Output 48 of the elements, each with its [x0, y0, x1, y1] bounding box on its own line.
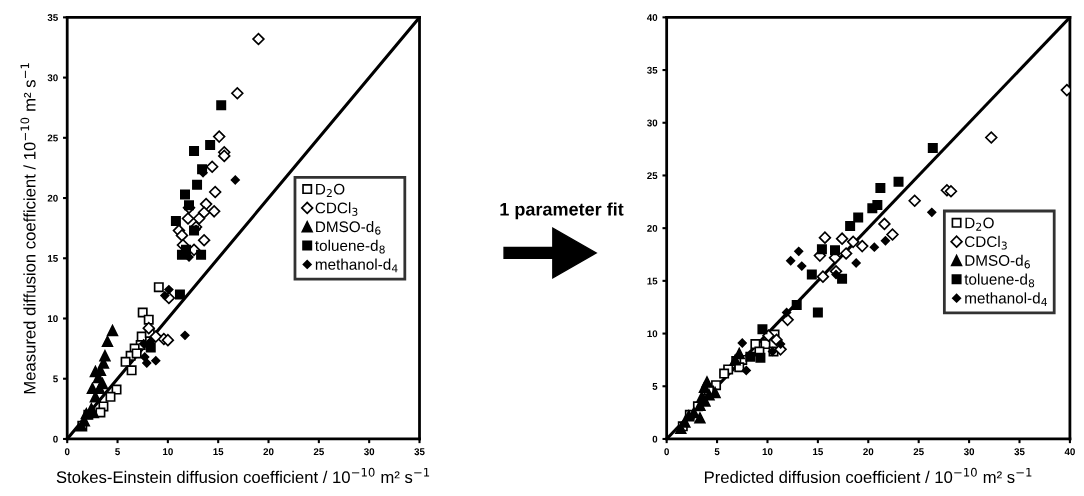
legend-label: CDCl$_{3}$	[964, 235, 1007, 250]
legend-label: CDCl$_{3}$	[315, 202, 358, 216]
y-tick-label: 5	[652, 383, 658, 390]
y-tick-label: 5	[53, 375, 58, 383]
x-axis-title: Stokes-Einstein diffusion coefficient / 10$^{−10}$ m² s$^{−1}$	[56, 467, 430, 484]
x-tick-label: 35	[1014, 448, 1025, 456]
x-tick-label: 25	[313, 448, 324, 456]
legend-label: methanol-d$_{4}$	[965, 292, 1047, 306]
x-tick-label: 5	[115, 448, 120, 456]
x-tick-label: 20	[263, 448, 274, 456]
y-tick-label: 10	[47, 315, 58, 323]
y-tick-label: 35	[647, 66, 658, 74]
legend-label: toluene-d$_{8}$	[315, 239, 385, 254]
x-tick-label: 15	[213, 448, 224, 456]
legend-label: DMSO-d$_{6}$	[316, 220, 381, 235]
y-tick-label: 0	[53, 435, 58, 443]
x-tick-label: 10	[762, 448, 773, 456]
y-tick-label: 35	[47, 14, 58, 21]
legend-label: toluene-d$_{8}$	[964, 273, 1035, 288]
y-tick-label: 0	[652, 435, 658, 443]
x-tick-label: 35	[414, 448, 425, 456]
x-tick-label: 30	[963, 448, 975, 456]
text: 1 parameter fit	[500, 202, 624, 220]
x-tick-label: 15	[813, 448, 824, 456]
y-axis-title: Measured diffusion coefficient / 10$^{−10}$ m² s$^{−1}$	[20, 63, 36, 394]
legend-label: DMSO-d$_{6}$	[965, 254, 1030, 269]
x-tick-label: 0	[664, 448, 669, 456]
x-tick-label: 25	[913, 448, 924, 456]
legend-label: D$_{2}$O	[316, 183, 345, 197]
y-tick-label: 15	[47, 255, 58, 262]
y-tick-label: 15	[647, 277, 658, 285]
x-tick-label: 30	[364, 448, 375, 456]
legend-label: methanol-d$_{4}$	[315, 258, 398, 273]
y-tick-label: 10	[647, 330, 658, 338]
y-tick-label: 30	[47, 74, 58, 82]
y-tick-label: 20	[647, 224, 658, 232]
y-tick-label: 25	[647, 172, 658, 180]
x-axis-title: Predicted diffusion coefficient / 10$^{−10}$ m² s$^{−1}$	[704, 467, 1032, 484]
x-tick-label: 0	[64, 448, 70, 456]
y-tick-label: 30	[647, 119, 658, 127]
y-tick-label: 25	[47, 134, 58, 142]
y-tick-label: 20	[47, 194, 58, 202]
x-tick-label: 20	[863, 448, 874, 456]
x-tick-label: 10	[163, 448, 173, 456]
x-tick-label: 5	[714, 448, 720, 456]
y-tick-label: 40	[646, 14, 658, 21]
x-tick-label: 40	[1064, 448, 1075, 456]
legend-label: D$_{2}$O	[965, 217, 994, 231]
